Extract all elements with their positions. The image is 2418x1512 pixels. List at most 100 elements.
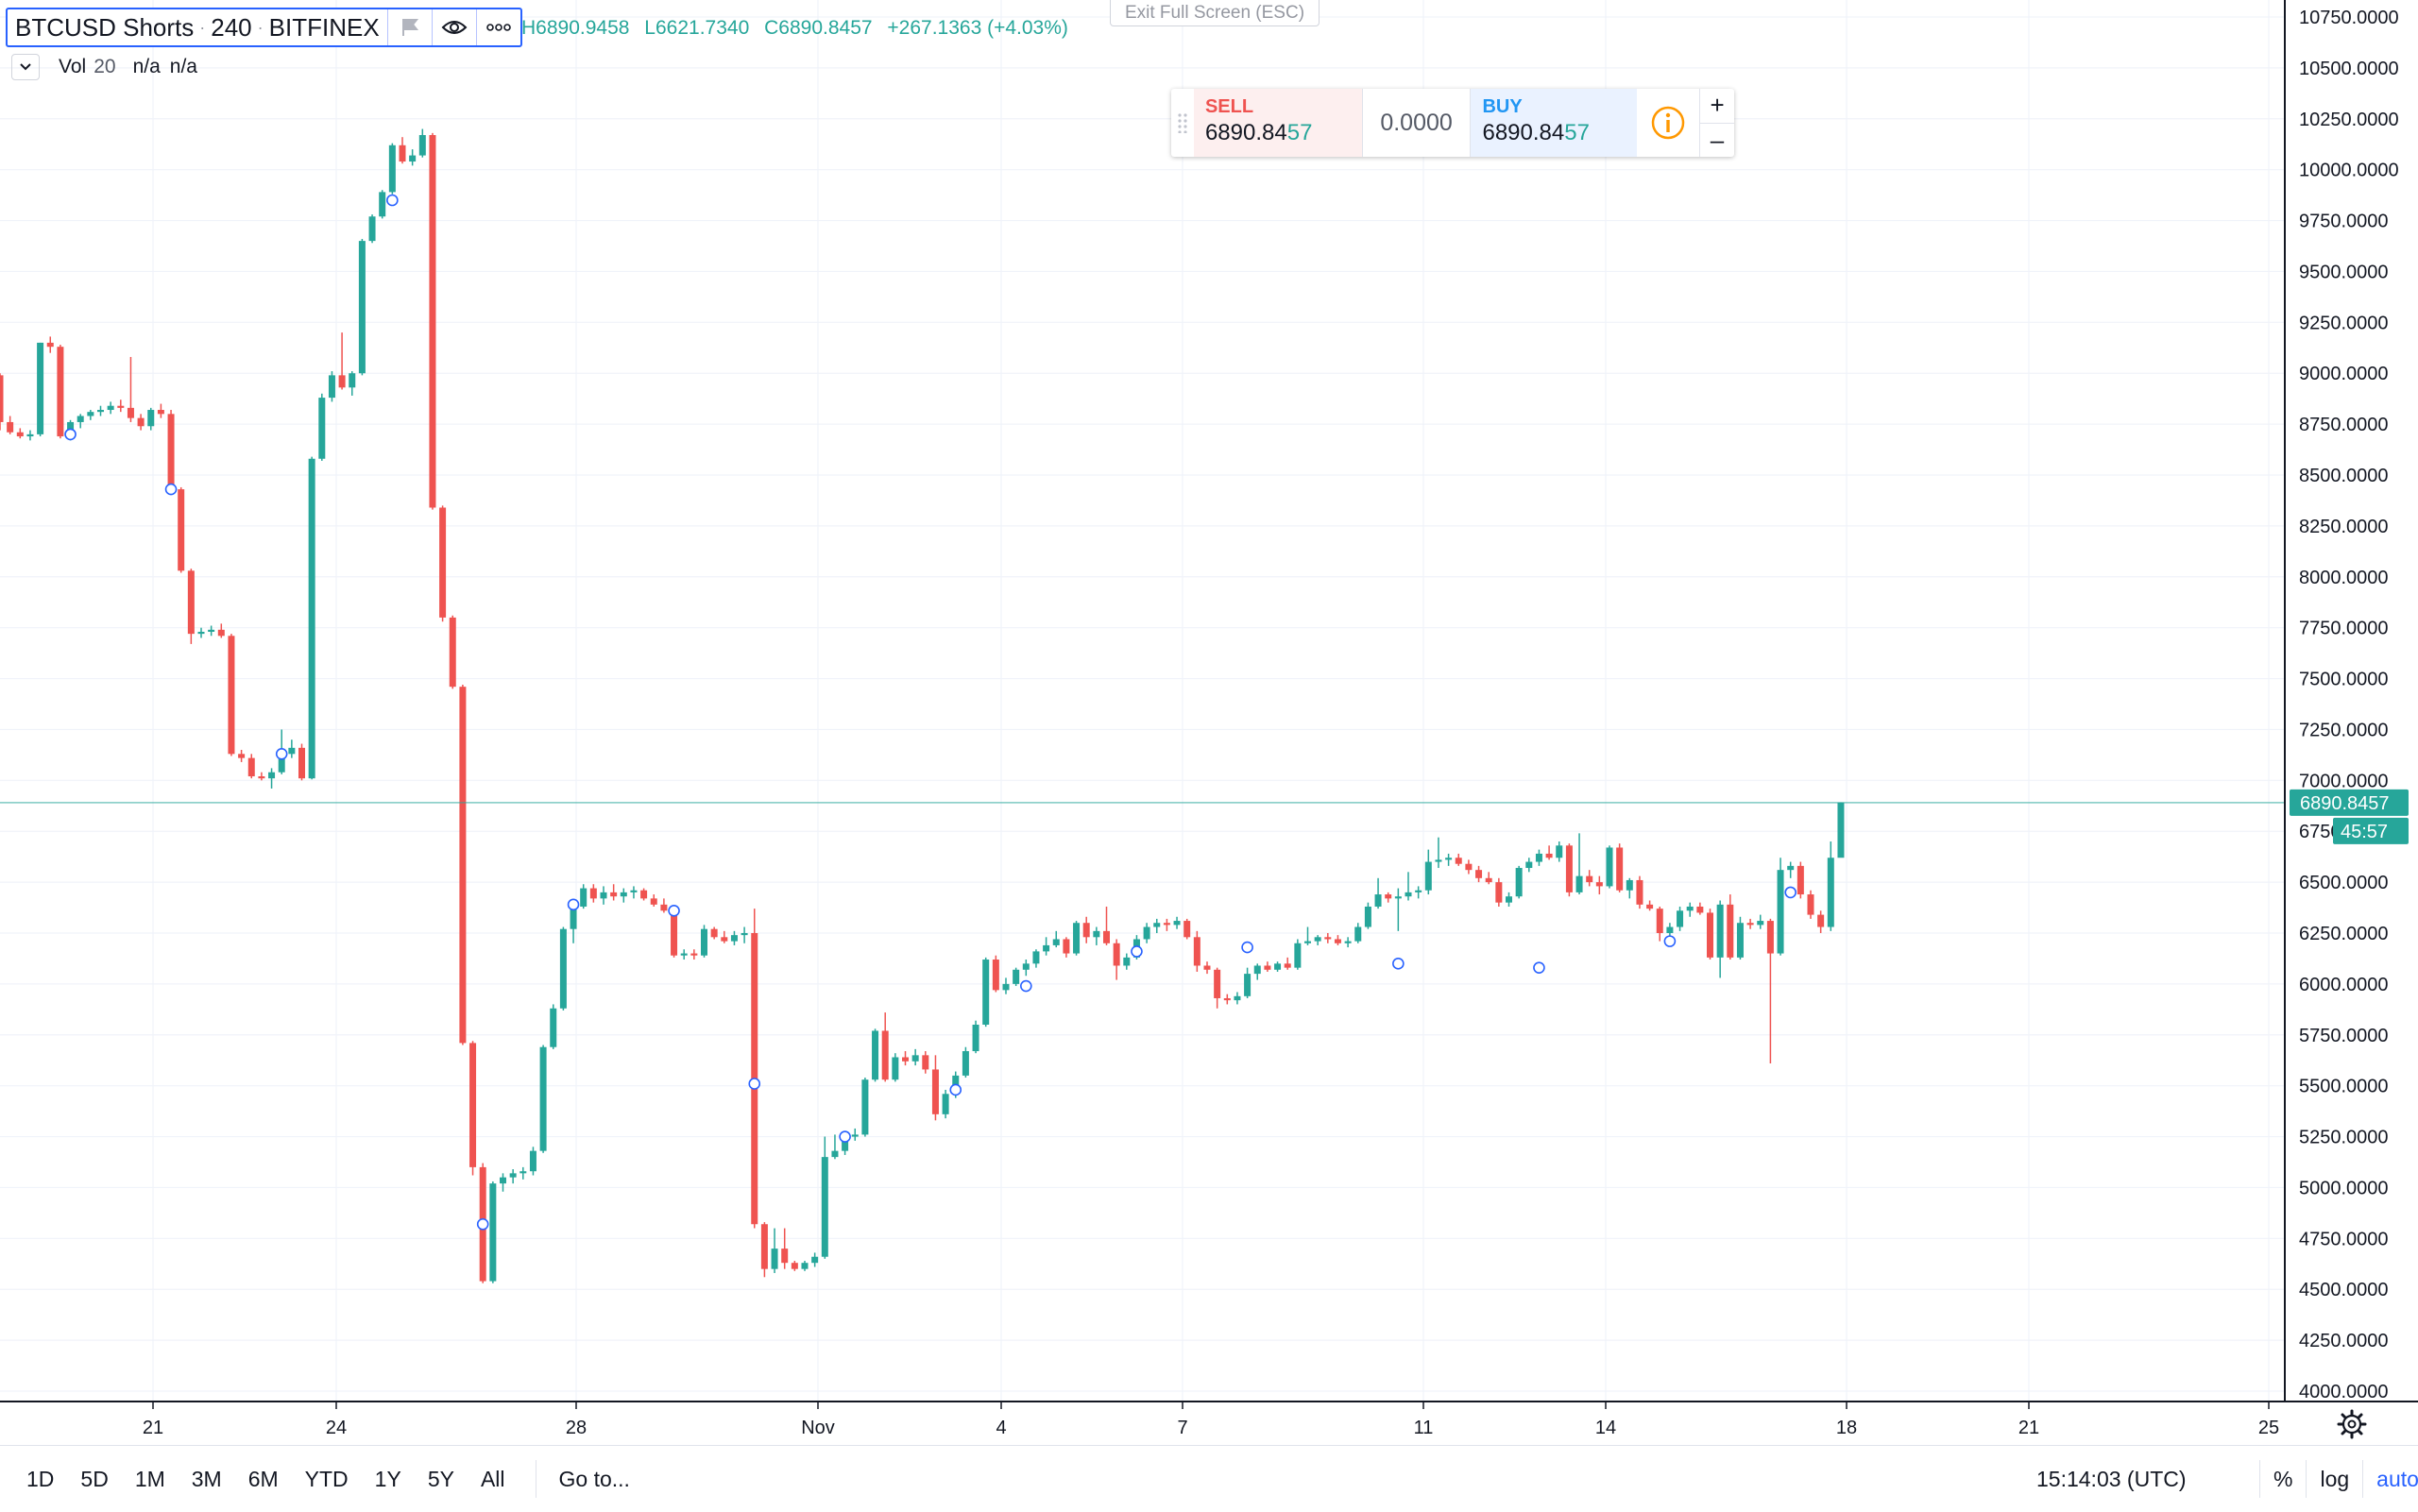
timeframe-5d[interactable]: 5D xyxy=(80,1466,109,1491)
auto-scale-button[interactable]: auto xyxy=(2376,1466,2418,1491)
timeframe-3m[interactable]: 3M xyxy=(191,1466,222,1491)
candle-body xyxy=(529,1150,536,1172)
candle-body xyxy=(1183,921,1191,938)
timeframe-all[interactable]: All xyxy=(480,1466,505,1491)
event-marker[interactable] xyxy=(668,904,680,917)
candle xyxy=(238,750,246,762)
candle-body xyxy=(1727,904,1734,958)
event-marker[interactable] xyxy=(1131,945,1143,958)
event-marker[interactable] xyxy=(1533,961,1545,974)
candle xyxy=(1525,858,1533,873)
candle xyxy=(1475,865,1483,883)
scale-options: % log auto xyxy=(2246,1446,2418,1512)
candle xyxy=(942,1089,949,1119)
candle-body xyxy=(589,888,597,899)
event-marker[interactable] xyxy=(275,748,288,760)
timeframe-1y[interactable]: 1Y xyxy=(374,1466,401,1491)
candle-body xyxy=(1073,923,1081,954)
candle xyxy=(77,414,84,429)
exit-fullscreen-button[interactable]: Exit Full Screen (ESC) xyxy=(1110,0,1320,26)
price-tick-label: 10750.0000 xyxy=(2299,8,2399,28)
candle-body xyxy=(1556,845,1563,858)
minus-button[interactable]: – xyxy=(1700,122,1734,158)
event-marker[interactable] xyxy=(1241,941,1253,954)
candle-body xyxy=(1686,906,1694,911)
price-tick-label: 10500.0000 xyxy=(2299,59,2399,79)
candle-body xyxy=(107,405,114,411)
quantity-input[interactable]: 0.0000 xyxy=(1361,89,1472,157)
event-marker[interactable] xyxy=(1392,958,1405,970)
candle xyxy=(1616,843,1624,892)
plus-button[interactable]: + xyxy=(1710,91,1725,120)
price-tick-label: 4250.0000 xyxy=(2299,1331,2389,1351)
utc-clock[interactable]: 15:14:03 (UTC) xyxy=(2036,1467,2187,1491)
visibility-button[interactable] xyxy=(431,9,476,45)
candle xyxy=(550,1004,557,1049)
candle xyxy=(137,414,145,431)
candle-body xyxy=(630,890,638,892)
candle-body xyxy=(1757,921,1764,926)
event-marker[interactable] xyxy=(839,1130,851,1143)
candle xyxy=(922,1051,929,1074)
candle-body xyxy=(1606,847,1613,887)
symbol-title[interactable]: BTCUSD Shorts · 240 · BITFINEX xyxy=(15,12,380,42)
timeframe-6m[interactable]: 6M xyxy=(247,1466,279,1491)
candle-body xyxy=(559,928,567,1009)
symbol-legend[interactable]: BTCUSD Shorts · 240 · BITFINEX xyxy=(6,8,522,47)
candle-body xyxy=(1435,859,1442,862)
candle-body xyxy=(660,904,668,911)
candle xyxy=(1324,933,1332,943)
candle xyxy=(1274,961,1282,972)
flag-button[interactable] xyxy=(386,9,432,45)
event-marker[interactable] xyxy=(748,1078,761,1090)
event-marker[interactable] xyxy=(1784,886,1796,899)
candle xyxy=(982,957,990,1028)
sell-button[interactable]: SELL 6890.8457 xyxy=(1193,89,1362,157)
candle-body xyxy=(1364,906,1371,927)
settings-gear-icon[interactable] xyxy=(2337,1409,2367,1439)
candle-body xyxy=(1063,939,1070,954)
more-button[interactable] xyxy=(475,9,520,45)
event-marker[interactable] xyxy=(949,1083,962,1096)
event-marker[interactable] xyxy=(386,194,399,207)
timeframe-1d[interactable]: 1D xyxy=(26,1466,55,1491)
percent-scale-button[interactable]: % xyxy=(2273,1466,2293,1491)
timeframe-ytd[interactable]: YTD xyxy=(304,1466,349,1491)
candle xyxy=(7,416,14,434)
close-value: 6890.8457 xyxy=(778,17,873,39)
candle-body xyxy=(147,410,155,427)
candle-body xyxy=(1394,896,1402,899)
time-tick-label: 11 xyxy=(1414,1418,1434,1438)
candle-body xyxy=(268,772,276,779)
volume-label[interactable]: Vol xyxy=(59,56,87,77)
timeframe-5y[interactable]: 5Y xyxy=(427,1466,454,1491)
candle-body xyxy=(379,192,386,217)
candle-body xyxy=(1032,951,1040,964)
buy-button[interactable]: BUY 6890.8457 xyxy=(1471,89,1638,157)
candle-body xyxy=(1052,939,1060,945)
candle-body xyxy=(368,216,376,242)
price-tick-label: 7250.0000 xyxy=(2299,720,2389,740)
event-marker[interactable] xyxy=(64,428,77,441)
candle-body xyxy=(550,1008,557,1047)
event-marker[interactable] xyxy=(1663,935,1677,947)
event-marker[interactable] xyxy=(567,898,580,911)
candle xyxy=(469,1041,477,1176)
timeframe-1m[interactable]: 1M xyxy=(134,1466,165,1491)
candle-body xyxy=(127,407,134,418)
event-marker[interactable] xyxy=(476,1217,489,1231)
candle xyxy=(1535,849,1542,866)
event-marker[interactable] xyxy=(1020,979,1032,993)
candle xyxy=(1002,977,1010,994)
collapse-indicators-button[interactable] xyxy=(11,54,40,80)
drag-handle[interactable] xyxy=(1171,89,1194,157)
price-tick-label: 9750.0000 xyxy=(2299,212,2389,232)
candle-body xyxy=(298,747,305,779)
candle-body xyxy=(1837,802,1845,858)
info-button[interactable] xyxy=(1637,89,1699,157)
price-chart[interactable]: 10750.0000 10500.0000 10250.0000 10000.0000… xyxy=(0,0,2418,1445)
event-marker[interactable] xyxy=(164,483,178,496)
log-scale-button[interactable]: log xyxy=(2320,1466,2350,1491)
goto-button[interactable]: Go to... xyxy=(558,1466,630,1491)
candle-body xyxy=(600,892,607,899)
